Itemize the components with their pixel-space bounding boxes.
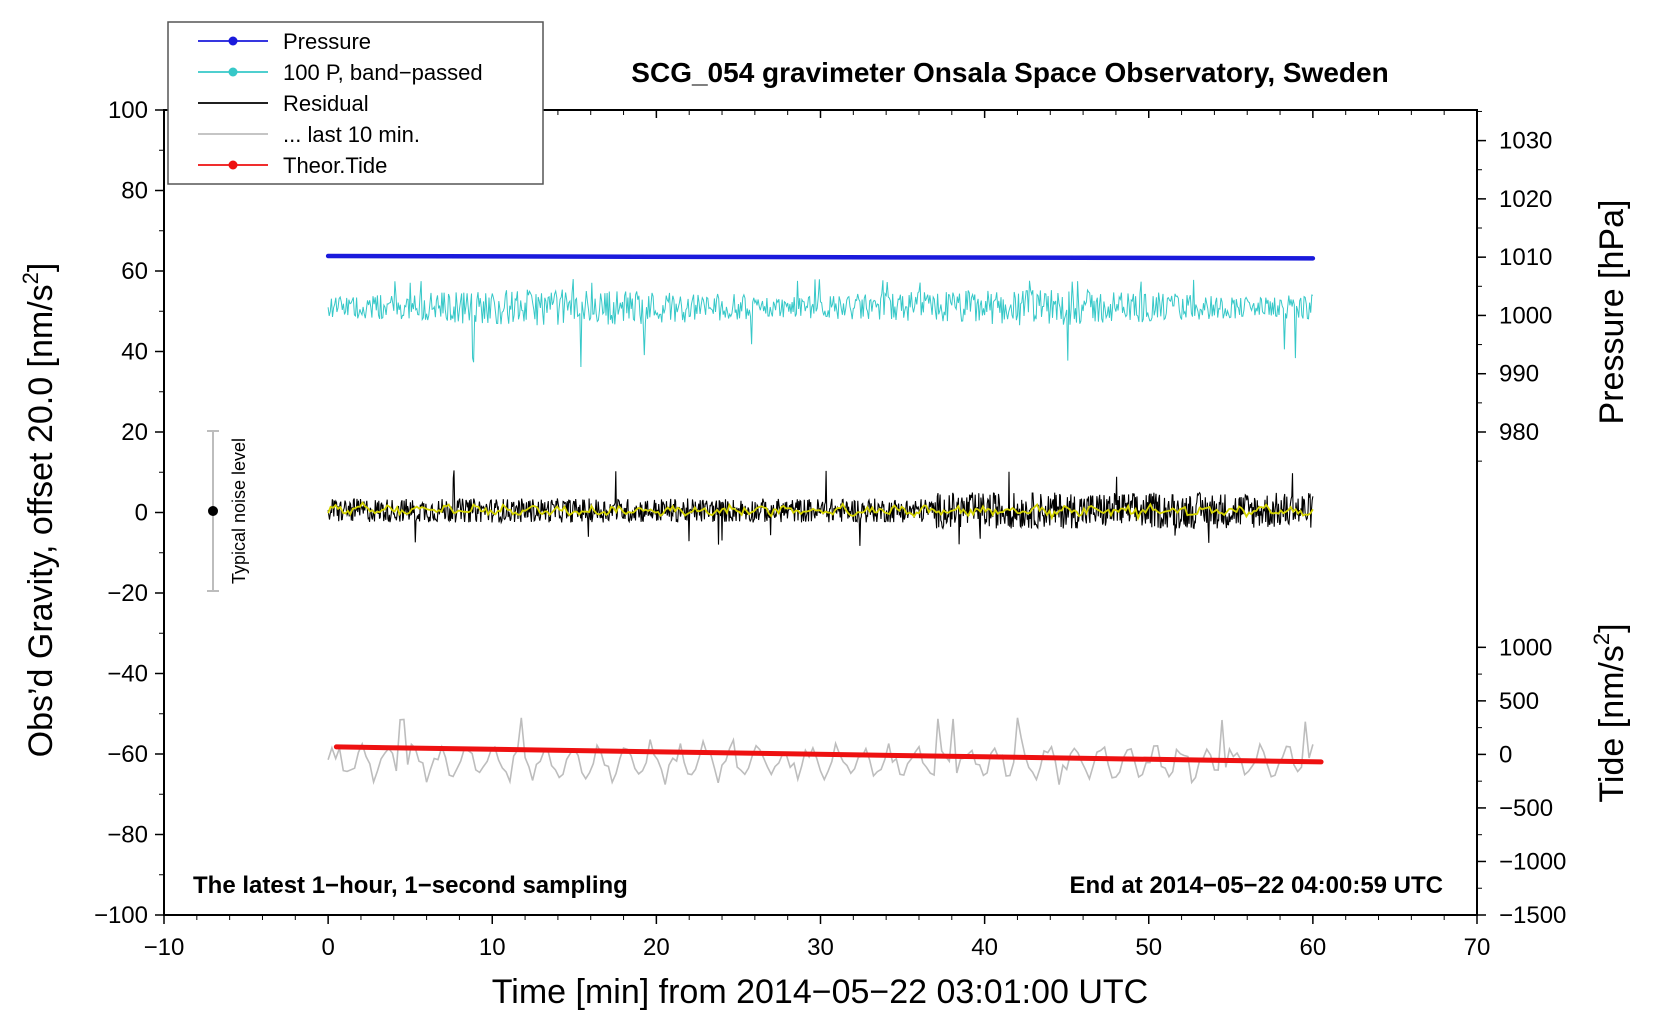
y-tick-label: 60 <box>121 258 148 285</box>
noise-indicator: Typical noise level <box>207 430 249 592</box>
y-axis-title-tide-sup: 2 <box>1589 633 1614 645</box>
y-tick-label: −40 <box>107 661 148 688</box>
legend-label: Pressure <box>283 29 371 54</box>
y-tick-label: 40 <box>121 339 148 366</box>
y-tick-label: −100 <box>94 902 148 929</box>
y-axis-title-left-close: ] <box>22 263 60 272</box>
x-tick-label: 10 <box>479 934 506 961</box>
legend: Pressure 100 P, band−passed Residual ... la… <box>167 21 544 185</box>
legend-swatch-marker <box>228 36 238 46</box>
y-tick-label: 20 <box>121 419 148 446</box>
noise-bar-center <box>208 506 218 516</box>
legend-swatch-marker <box>228 160 238 170</box>
x-tick-label: 70 <box>1464 934 1491 961</box>
series-residual <box>327 470 1314 546</box>
y-tick-label: −80 <box>107 822 148 849</box>
chart-title: SCG_054 gravimeter Onsala Space Observat… <box>631 57 1388 88</box>
series-residual-smoothed <box>327 501 1314 521</box>
legend-label: 100 P, band−passed <box>283 60 483 85</box>
x-tick-label: 40 <box>971 934 998 961</box>
legend-label: Theor.Tide <box>283 153 387 178</box>
pressure-tick-label: 1010 <box>1499 244 1552 271</box>
y-tick-label: −60 <box>107 741 148 768</box>
series-theoretical-tide <box>333 744 1324 765</box>
legend-label: ... last 10 min. <box>283 122 420 147</box>
legend-label: Residual <box>283 91 369 116</box>
y-tick-label: 0 <box>135 500 148 527</box>
tide-tick-label: 500 <box>1499 688 1539 715</box>
y-axis-title-tide: Tide [nm/s2] <box>1589 623 1631 802</box>
tide-tick-label: 1000 <box>1499 634 1552 661</box>
series-pressure <box>325 253 1316 261</box>
x-tick-label: 30 <box>807 934 834 961</box>
x-tick-label: 0 <box>321 934 334 961</box>
x-tick-label: 60 <box>1300 934 1327 961</box>
y-axis-title-tide-close: ] <box>1593 623 1631 632</box>
pressure-tick-label: 1020 <box>1499 186 1552 213</box>
x-tick-label: −10 <box>144 934 185 961</box>
tide-tick-label: −1500 <box>1499 902 1566 929</box>
annotation-left: The latest 1−hour, 1−second sampling <box>193 872 628 899</box>
y-tick-label: −20 <box>107 580 148 607</box>
pressure-tick-label: 1030 <box>1499 128 1552 155</box>
x-tick-label: 50 <box>1135 934 1162 961</box>
legend-swatch-marker <box>228 67 238 77</box>
x-axis-title: Time [min] from 2014−05−22 03:01:00 UTC <box>492 973 1148 1011</box>
pressure-tick-label: 1000 <box>1499 302 1552 329</box>
tide-tick-label: −500 <box>1499 795 1553 822</box>
y-axis-title-tide-main: Tide [nm/s <box>1593 645 1631 802</box>
pressure-tick-label: 980 <box>1499 419 1539 446</box>
y-tick-label: 80 <box>121 178 148 205</box>
y-axis-title-left-main: Obs’d Gravity, offset 20.0 [nm/s <box>22 284 60 757</box>
axes: −10 0 10 20 30 40 50 60 70−100−80−60−40−20020406… <box>94 97 1566 961</box>
y-axis-title-left: Obs’d Gravity, offset 20.0 [nm/s2] <box>18 263 60 758</box>
noise-label: Typical noise level <box>229 438 249 584</box>
tide-tick-label: 0 <box>1499 741 1512 768</box>
annotation-right: End at 2014−05−22 04:00:59 UTC <box>1069 872 1443 899</box>
x-tick-label: 20 <box>643 934 670 961</box>
tide-tick-label: −1000 <box>1499 848 1566 875</box>
y-axis-title-left-sup: 2 <box>18 272 43 284</box>
plot-content <box>325 253 1324 785</box>
series-bandpassed-pressure <box>327 279 1314 368</box>
y-tick-label: 100 <box>108 97 148 124</box>
pressure-tick-label: 990 <box>1499 361 1539 388</box>
y-axis-title-pressure: Pressure [hPa] <box>1593 200 1631 425</box>
